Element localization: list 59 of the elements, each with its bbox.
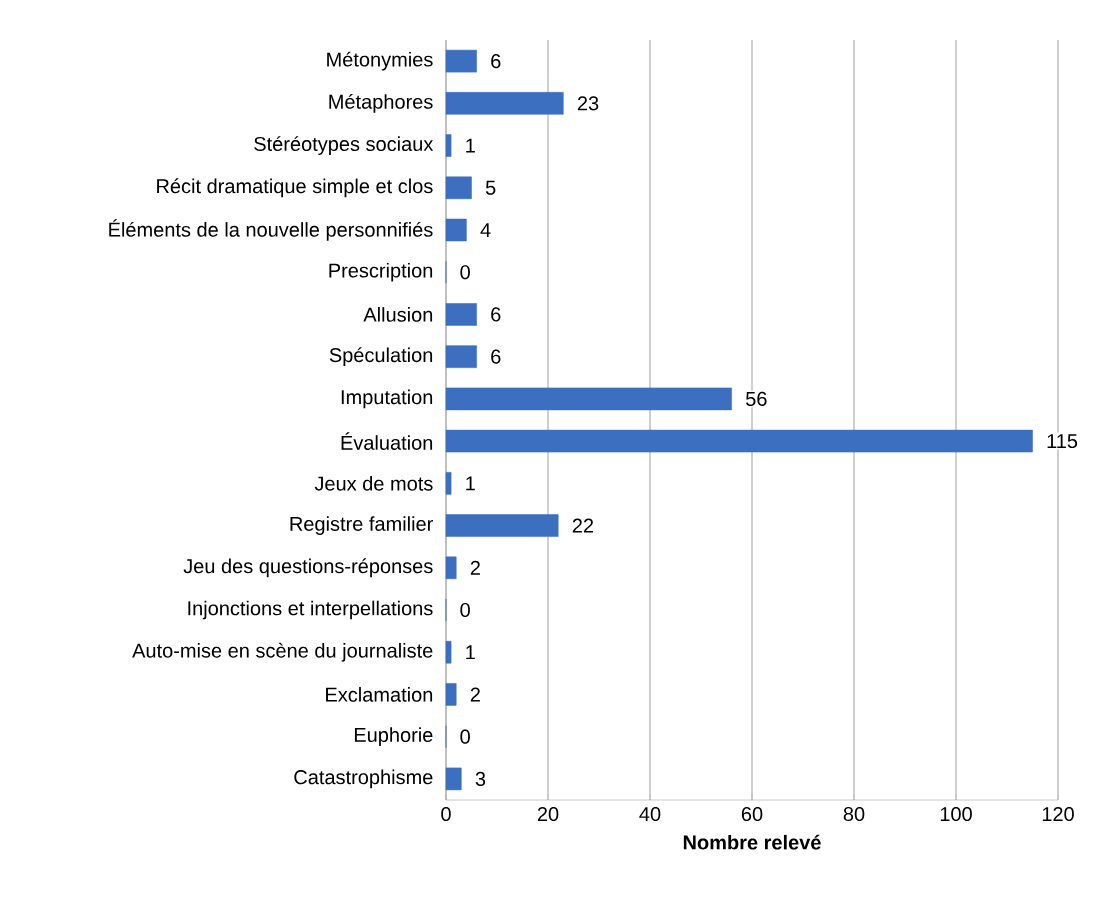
y-tick-label: Auto-mise en scène du journaliste [132,642,433,662]
data-label: 0 [460,602,470,618]
y-tick-label: Euphorie [354,727,433,746]
y-tick-label: Récit dramatique simple et clos [157,178,433,198]
y-tick-label: Allusion [363,307,433,322]
bar [445,472,452,495]
x-tick-label: 0 [441,806,451,822]
bar [445,92,564,115]
bar [445,345,477,368]
data-label: 22 [572,518,594,533]
bar [445,134,452,157]
data-label: 6 [491,349,501,364]
y-tick-label: Registre familier [290,516,433,535]
y-tick-label: Jeu des questions-réponses [183,558,433,578]
data-label: 3 [475,771,486,786]
y-tick-label: Éléments de la nouvelle personnifiés [109,219,433,241]
y-tick-label: Exclamation [326,687,433,702]
data-label: 6 [491,54,501,69]
data-label: 1 [466,138,475,153]
y-tick-label: Prescription [329,262,433,282]
data-label: 2 [470,560,480,575]
y-tick-label: Spéculation [329,347,433,367]
bar [445,683,457,706]
bar [445,49,477,73]
bar [445,303,477,326]
x-axis-title: Nombre relevé [683,834,821,850]
x-tick-label: 100 [940,806,972,822]
x-tick-label: 120 [1042,806,1074,822]
bar [445,514,559,537]
y-tick-label: Métaphores [329,93,433,113]
x-tick-label: 60 [741,806,763,822]
data-label: 6 [491,307,501,322]
data-label: 4 [480,223,491,237]
bar [445,176,472,200]
y-tick-label: Imputation [341,389,433,409]
data-label: 115 [1047,434,1078,449]
y-tick-label: Stéréotypes sociaux [254,136,434,155]
data-label: 23 [577,96,599,111]
bar [445,556,457,580]
data-label: 0 [460,729,470,744]
y-tick-label: Catastrophisme [294,769,433,789]
bar [445,640,452,664]
bar [445,218,467,242]
data-label: 1 [466,645,475,660]
y-tick-label: Jeux de mots [314,476,433,491]
data-label: 1 [466,476,475,491]
data-label: 5 [485,180,496,195]
data-label: 2 [470,687,480,702]
data-label: 0 [460,265,470,280]
y-tick-label: Métonymies [327,51,433,71]
bar [445,429,1033,453]
x-tick-label: 40 [639,806,661,822]
data-label: 56 [746,391,767,406]
x-tick-label: 20 [537,806,559,822]
x-tick-label: 80 [843,806,865,822]
bar [445,767,462,791]
bar [445,387,732,411]
y-tick-label: Injonctions et interpellations [188,600,433,620]
y-tick-label: Évaluation [341,432,433,450]
